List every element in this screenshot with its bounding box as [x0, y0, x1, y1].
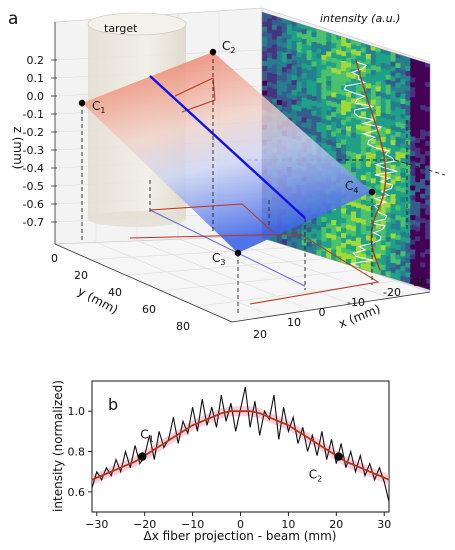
z-tick-label: -0.3 — [23, 144, 44, 157]
floor-projection-2 — [129, 233, 380, 305]
label-c4: C4 — [345, 179, 358, 195]
panel-b-markers: C1 C2 — [138, 428, 343, 484]
y-tick-label: 60 — [142, 303, 156, 316]
panel-b-series — [91, 386, 390, 503]
panel-b: b −30 −20 −10 0 10 20 30 0.6 0.8 1.0 C1 C2 Δx fibe… — [51, 380, 391, 543]
panel-b-ytick-label: 0.8 — [68, 446, 86, 459]
y-tick-label: 0 — [51, 252, 58, 265]
panel-b-ylabel: intensity (normalized) — [51, 380, 65, 512]
panel-b-xtick-label: 10 — [281, 518, 295, 531]
y-axis-ticks: 0 20 40 60 80 — [51, 252, 190, 333]
label-c3: C3 — [212, 251, 225, 267]
point-c2 — [209, 48, 217, 56]
x-tick-label: 20 — [253, 328, 267, 341]
marker-c2 — [334, 452, 343, 461]
marker-label-c2: C2 — [309, 468, 322, 484]
series-measured — [91, 386, 390, 503]
x-tick-label: -30 — [409, 276, 427, 289]
panel-a: a target intensity (a.u.) — [8, 7, 446, 341]
axis-frame — [54, 22, 431, 323]
target-plane — [82, 52, 372, 253]
point-c1 — [78, 99, 86, 107]
corner-drops — [81, 52, 373, 316]
z-tick-label: 0.0 — [27, 90, 45, 103]
point-c4 — [368, 188, 376, 196]
series-fit — [91, 410, 390, 481]
panel-b-ytick-label: 0.6 — [68, 486, 86, 499]
z-tick-label: -0.2 — [23, 126, 44, 139]
profile-noisy-3d — [343, 61, 398, 268]
z-tick-label: -0.6 — [23, 198, 44, 211]
panel-b-xtick-label: 30 — [377, 518, 391, 531]
x-tick-label: 0 — [319, 306, 326, 319]
z-tick-label: 0.1 — [27, 72, 45, 85]
profile-fit-3d — [355, 59, 387, 271]
z-tick-label: 0.2 — [27, 54, 45, 67]
beam-line — [149, 75, 306, 219]
z-axis-label: z (mm) — [11, 127, 25, 170]
label-c2: C2 — [222, 39, 235, 55]
label-c1: C1 — [92, 99, 105, 115]
panel-b-ticks: −30 −20 −10 0 10 20 30 0.6 0.8 1.0 — [68, 405, 392, 531]
x-tick-label: -10 — [347, 296, 365, 309]
panel-b-label: b — [108, 395, 118, 414]
panel-b-xtick-label: 20 — [329, 518, 343, 531]
z-tick-label: -0.5 — [23, 180, 44, 193]
point-c3 — [234, 249, 242, 257]
x-tick-label: -20 — [383, 286, 401, 299]
panel-b-frame — [91, 380, 390, 513]
y-tick-label: 40 — [108, 286, 122, 299]
z-tick-label: -0.1 — [23, 108, 44, 121]
z-tick-label: -0.4 — [23, 162, 44, 175]
floor-projection-1 — [149, 203, 274, 233]
panel-b-xtick-label: −20 — [133, 518, 156, 531]
y-tick-label: 20 — [74, 269, 88, 282]
panel-b-xtick-label: −30 — [85, 518, 108, 531]
x-axis-ticks: -30 -20 -10 0 10 20 — [253, 276, 427, 341]
panel-b-xtick-label: −10 — [181, 518, 204, 531]
corner-points — [78, 48, 376, 257]
floor-grid — [90, 237, 397, 317]
target-label: target — [104, 22, 138, 35]
y-tick-label: 80 — [176, 320, 190, 333]
floor-beam — [149, 209, 306, 287]
panel-a-label: a — [8, 9, 18, 29]
z-axis-ticks: 0.2 0.1 0.0 -0.1 -0.2 -0.3 -0.4 -0.5 -0.6 -0.7 — [23, 54, 57, 229]
intensity-label: intensity (a.u.) — [320, 12, 400, 25]
marker-c1 — [138, 452, 147, 461]
panel-b-xlabel: Δx fiber projection - beam (mm) — [144, 529, 337, 543]
panel-b-ytick-label: 1.0 — [68, 405, 86, 418]
plane-mark-top — [174, 77, 216, 113]
projection-line-2 — [394, 159, 446, 176]
x-tick-label: 10 — [287, 316, 301, 329]
marker-label-c1: C1 — [140, 428, 153, 444]
panel-b-xtick-label: 0 — [237, 518, 244, 531]
z-tick-label: -0.7 — [23, 216, 44, 229]
